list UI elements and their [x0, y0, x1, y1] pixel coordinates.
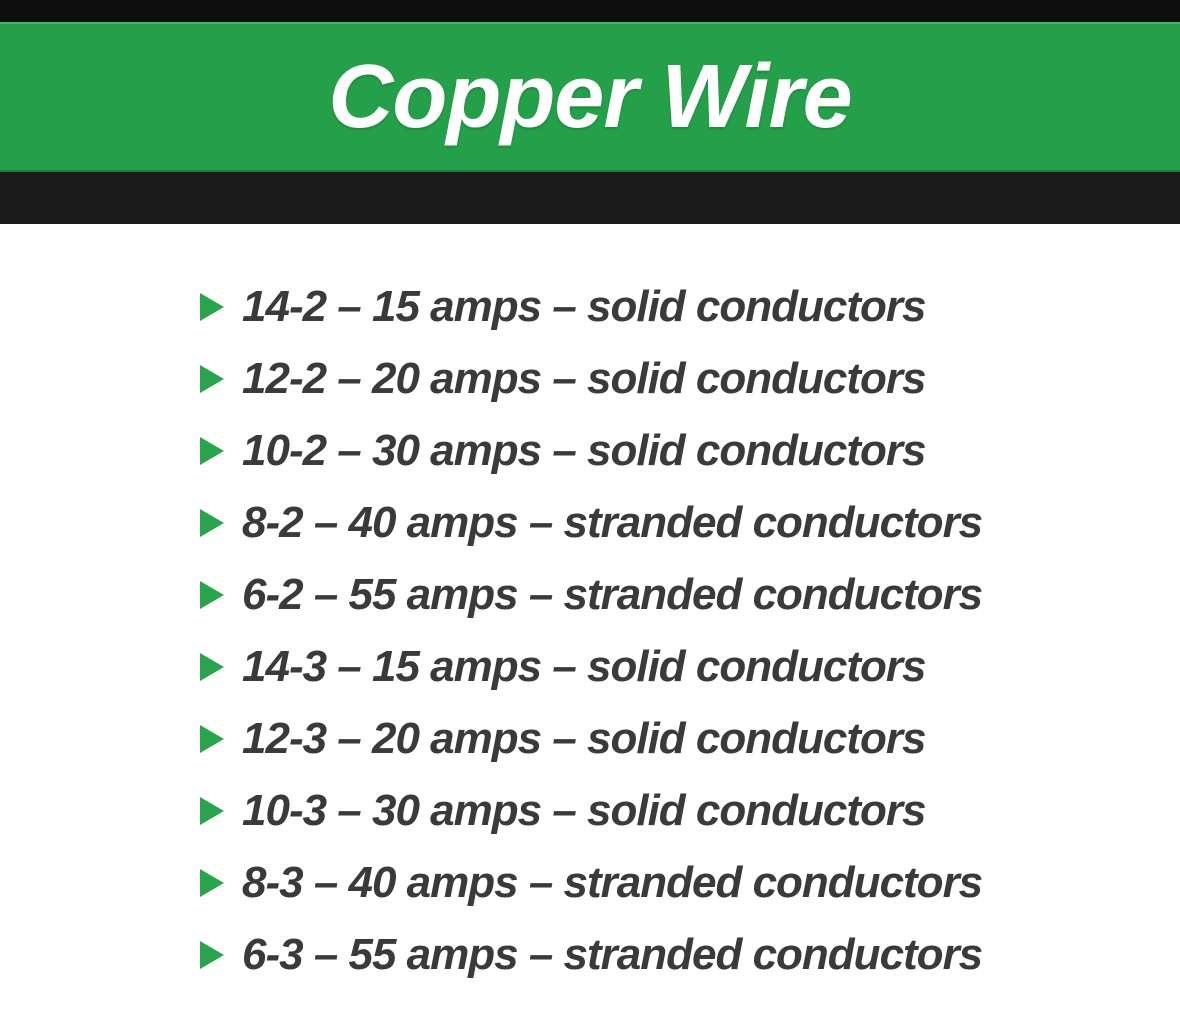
top-black-strip: [0, 0, 1180, 22]
triangle-bullet-icon: [200, 365, 224, 393]
triangle-bullet-icon: [200, 509, 224, 537]
wire-item-text: 12-3 – 20 amps – solid conductors: [242, 714, 925, 764]
wire-item: 8-2 – 40 amps – stranded conductors: [200, 490, 1180, 556]
wire-spec-card: Copper Wire 14-2 – 15 amps – solid condu…: [0, 0, 1180, 1034]
wire-item: 6-3 – 55 amps – stranded conductors: [200, 922, 1180, 988]
wire-item: 12-2 – 20 amps – solid conductors: [200, 346, 1180, 412]
wire-item-text: 14-2 – 15 amps – solid conductors: [242, 282, 925, 332]
triangle-bullet-icon: [200, 653, 224, 681]
wire-item-text: 12-2 – 20 amps – solid conductors: [242, 354, 925, 404]
header-band: Copper Wire: [0, 22, 1180, 172]
wire-item: 10-2 – 30 amps – solid conductors: [200, 418, 1180, 484]
triangle-bullet-icon: [200, 941, 224, 969]
wire-item-text: 14-3 – 15 amps – solid conductors: [242, 642, 925, 692]
triangle-bullet-icon: [200, 293, 224, 321]
triangle-bullet-icon: [200, 869, 224, 897]
wire-item-text: 10-3 – 30 amps – solid conductors: [242, 786, 925, 836]
wire-item: 12-3 – 20 amps – solid conductors: [200, 706, 1180, 772]
wire-item: 6-2 – 55 amps – stranded conductors: [200, 562, 1180, 628]
triangle-bullet-icon: [200, 797, 224, 825]
wire-item-text: 6-3 – 55 amps – stranded conductors: [242, 930, 982, 980]
wire-item: 14-3 – 15 amps – solid conductors: [200, 634, 1180, 700]
triangle-bullet-icon: [200, 581, 224, 609]
wire-list: 14-2 – 15 amps – solid conductors 12-2 – …: [200, 274, 1180, 988]
wire-item-text: 8-3 – 40 amps – stranded conductors: [242, 858, 982, 908]
triangle-bullet-icon: [200, 725, 224, 753]
separator-black-strip: [0, 172, 1180, 224]
header-title: Copper Wire: [328, 46, 851, 149]
wire-item-text: 8-2 – 40 amps – stranded conductors: [242, 498, 982, 548]
wire-item-text: 6-2 – 55 amps – stranded conductors: [242, 570, 982, 620]
triangle-bullet-icon: [200, 437, 224, 465]
wire-item-text: 10-2 – 30 amps – solid conductors: [242, 426, 925, 476]
content-area: 14-2 – 15 amps – solid conductors 12-2 – …: [0, 224, 1180, 1034]
wire-item: 8-3 – 40 amps – stranded conductors: [200, 850, 1180, 916]
wire-item: 14-2 – 15 amps – solid conductors: [200, 274, 1180, 340]
wire-item: 10-3 – 30 amps – solid conductors: [200, 778, 1180, 844]
